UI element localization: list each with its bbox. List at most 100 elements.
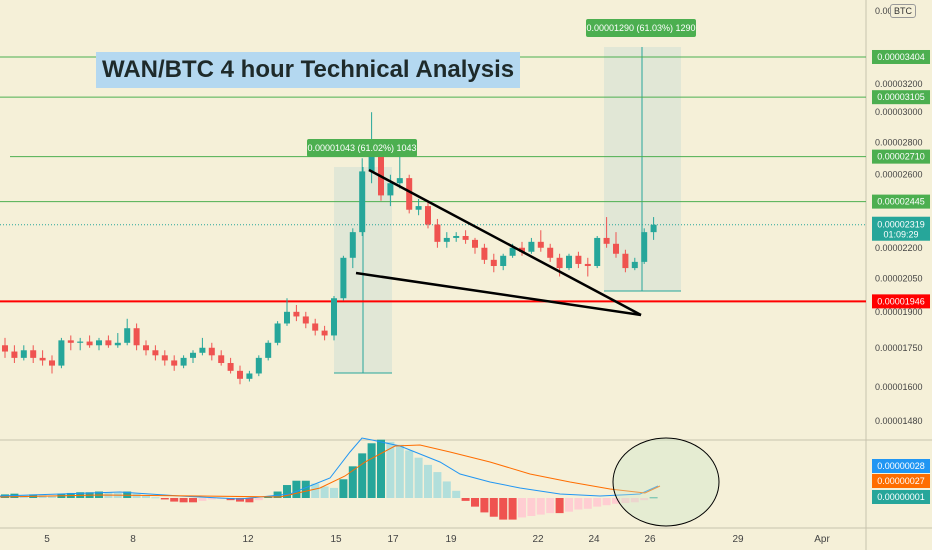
bullish-candle: [509, 247, 516, 256]
bullish-candle: [415, 206, 422, 210]
bearish-candle: [152, 350, 159, 356]
macd-histogram-bar: [301, 480, 310, 498]
bearish-candle: [547, 247, 554, 258]
macd-histogram-bar: [179, 498, 188, 503]
bullish-candle: [396, 178, 403, 184]
bullish-candle: [58, 340, 65, 366]
bullish-candle: [387, 183, 394, 196]
bearish-candle: [603, 237, 610, 244]
bearish-candle: [613, 243, 619, 254]
bullish-candle: [349, 232, 356, 258]
y-tick-label: 0.00001480: [875, 416, 923, 426]
countdown-label: 01:09:29: [883, 230, 918, 240]
macd-histogram-bar: [471, 498, 479, 507]
bullish-candle: [114, 342, 121, 346]
indicator-tag: [872, 459, 930, 473]
x-tick-label: 22: [532, 534, 544, 545]
bullish-candle: [246, 373, 253, 379]
macd-histogram-bar: [405, 450, 414, 498]
level-tag-label: 0.00002710: [877, 152, 925, 162]
bullish-candle: [650, 224, 657, 233]
y-tick-label: 0.00001750: [875, 343, 923, 353]
bearish-candle: [218, 355, 225, 364]
bearish-candle: [519, 247, 525, 252]
macd-histogram-bar: [489, 498, 498, 517]
bearish-candle: [584, 263, 591, 267]
support-tag: [872, 294, 930, 309]
bearish-candle: [227, 363, 234, 371]
macd-histogram-bar: [48, 495, 56, 498]
bullish-candle: [631, 261, 638, 269]
bearish-candle: [472, 239, 478, 248]
macd-histogram-bar: [170, 498, 179, 502]
x-tick-label: 29: [732, 534, 744, 545]
bullish-candle: [641, 232, 648, 262]
bearish-candle: [86, 341, 93, 346]
bullish-candle: [528, 241, 535, 252]
bearish-candle: [490, 259, 497, 267]
macd-histogram-bar: [546, 498, 555, 514]
macd-histogram-bar: [123, 491, 132, 498]
macd-histogram-bar: [593, 498, 602, 507]
bearish-candle: [556, 257, 563, 269]
bullish-candle: [180, 357, 187, 366]
bullish-candle: [340, 257, 347, 299]
bearish-candle: [30, 350, 37, 358]
bullish-candle: [96, 340, 102, 346]
bearish-candle: [143, 345, 149, 351]
x-tick-label: Apr: [814, 534, 830, 545]
bullish-candle: [190, 352, 196, 358]
y-tick-label: 0.00003000: [875, 107, 923, 117]
macd-histogram-bar: [254, 498, 263, 501]
bearish-candle: [537, 241, 544, 248]
macd-histogram-bar: [189, 498, 197, 503]
bullish-candle: [284, 311, 290, 324]
macd-histogram-bar: [499, 498, 508, 520]
chart-title: WAN/BTC 4 hour Technical Analysis: [96, 52, 521, 88]
macd-histogram-bar: [339, 479, 348, 498]
x-tick-label: 5: [44, 534, 50, 545]
bearish-candle: [575, 255, 582, 264]
bearish-candle: [425, 206, 431, 225]
macd-histogram-bar: [536, 498, 545, 515]
bullish-candle: [274, 323, 281, 343]
wedge-upper-line: [368, 168, 642, 317]
x-tick-label: 12: [242, 534, 254, 545]
macd-histogram-bar: [480, 498, 489, 513]
x-tick-label: 15: [330, 534, 342, 545]
macd-histogram-bar: [612, 498, 620, 504]
macd-histogram-bar: [414, 457, 423, 498]
bearish-candle: [171, 360, 178, 366]
measure-label: 0.00001043 (61.02%) 1043: [307, 143, 416, 153]
macd-histogram-bar: [320, 486, 329, 498]
bearish-candle: [293, 311, 300, 317]
macd-histogram-bar: [311, 483, 320, 498]
bullish-candle: [566, 255, 572, 269]
y-tick-label: 0.00002600: [875, 170, 923, 180]
indicator-tag-label: 0.00000028: [877, 461, 925, 471]
macd-histogram-bar: [640, 498, 649, 501]
bearish-candle: [406, 178, 413, 210]
bearish-candle: [321, 330, 328, 336]
macd-histogram-bar: [442, 481, 451, 498]
x-tick-label: 17: [387, 534, 399, 545]
macd-histogram-bar: [160, 498, 169, 500]
x-tick-label: 26: [644, 534, 656, 545]
level-tag-label: 0.00003404: [877, 52, 925, 62]
macd-histogram-bar: [508, 498, 517, 520]
bullish-candle: [255, 357, 262, 374]
bearish-candle: [302, 316, 309, 324]
level-tag: [872, 149, 930, 164]
y-tick-label: 0.00003200: [875, 79, 923, 89]
bearish-candle: [378, 150, 384, 196]
y-tick-label-partial: 0.00: [875, 6, 893, 16]
macd-histogram-bar: [602, 498, 611, 506]
bullish-candle: [20, 350, 27, 358]
macd-histogram-bar: [518, 498, 526, 518]
indicator-tag: [872, 490, 930, 504]
level-tag: [872, 49, 930, 64]
bearish-candle: [133, 328, 140, 346]
indicator-tag-label: 0.00000027: [877, 476, 925, 486]
